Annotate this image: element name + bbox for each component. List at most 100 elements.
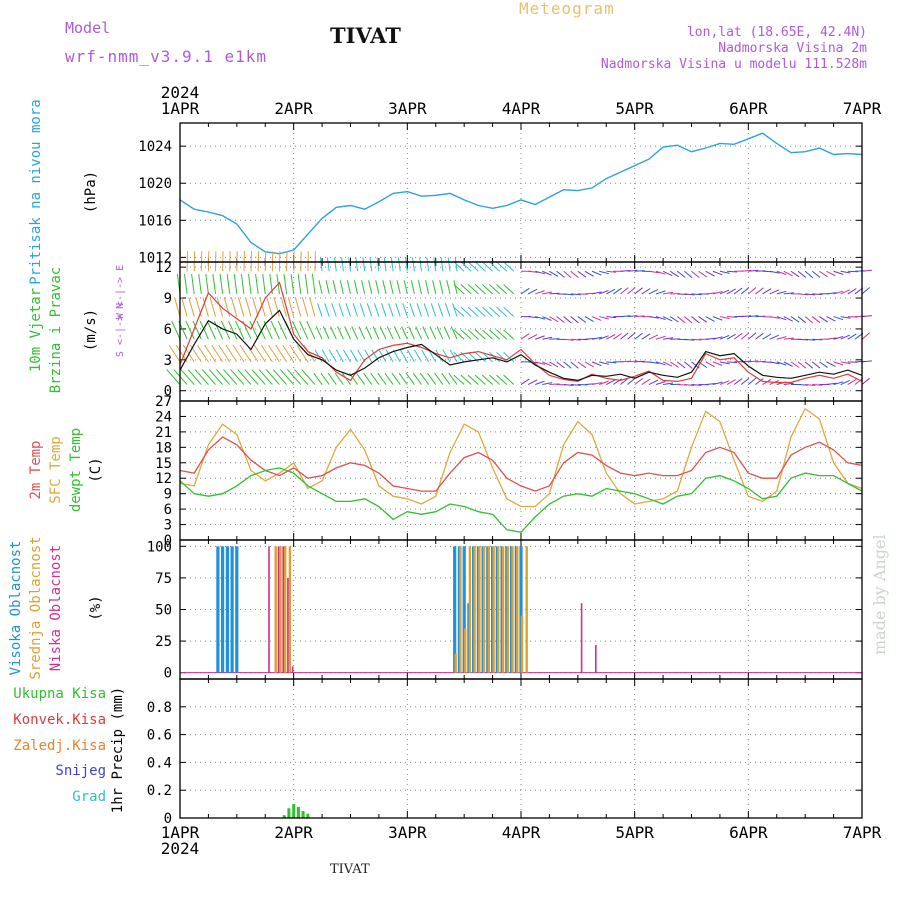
wind-barb xyxy=(435,349,444,363)
wind-barb xyxy=(691,316,700,324)
wind-barb xyxy=(396,280,401,295)
y-tick-label: 1012 xyxy=(138,250,172,266)
wind-barb xyxy=(321,349,330,363)
wind-barb xyxy=(861,287,871,295)
wind-barb xyxy=(662,361,673,367)
x-tick-label-top: 3APR xyxy=(388,99,427,118)
x-tick-label-bottom: 3APR xyxy=(388,823,427,842)
cloud-unit: (%) xyxy=(88,595,104,620)
wind-barb xyxy=(620,360,631,363)
wind-barb xyxy=(740,332,750,340)
wind-barb xyxy=(434,372,444,385)
wind-barb xyxy=(542,336,553,340)
wind-barb xyxy=(213,320,224,340)
cloud-bar xyxy=(288,546,292,673)
wind-barb xyxy=(840,289,851,295)
wind-barb xyxy=(662,270,673,277)
wind-barb xyxy=(620,377,629,385)
wind-barb xyxy=(726,333,736,340)
wind-barb xyxy=(634,332,643,340)
wind-barb xyxy=(496,329,508,340)
wind-barb xyxy=(726,316,738,318)
wind-barb xyxy=(244,369,259,385)
pressure-line xyxy=(179,132,863,255)
wind-barb xyxy=(641,378,651,385)
wind-barb xyxy=(277,320,288,340)
wind-barb xyxy=(489,329,501,340)
wind-barb xyxy=(318,280,323,295)
wind-barb xyxy=(259,297,266,317)
cloud-bar xyxy=(225,546,229,673)
wind-barb xyxy=(218,344,231,363)
wind-barb xyxy=(748,360,759,363)
wind-barb xyxy=(535,316,546,320)
wind-barb xyxy=(371,349,380,363)
mid-cloud-label: Srednja Oblacnost xyxy=(28,536,44,679)
wind-barb xyxy=(691,293,702,296)
total-precip-label: Ukupna Kisa xyxy=(13,686,106,702)
cloud-bar xyxy=(221,546,225,673)
wind-barb xyxy=(826,337,837,340)
wind-barb xyxy=(474,306,486,317)
wind-barb xyxy=(584,316,594,323)
wind-barb xyxy=(446,280,451,295)
wind-barb xyxy=(187,369,202,385)
wind-barb xyxy=(719,361,730,365)
x-tick-label-bottom: 1APR xyxy=(161,823,200,842)
wind-barb xyxy=(401,326,408,340)
temp-unit: (C) xyxy=(88,457,104,482)
x-tick-label-bottom: 4APR xyxy=(502,823,541,842)
wind-barb xyxy=(233,274,238,294)
panel-frame xyxy=(179,678,863,819)
wind-barb xyxy=(819,270,828,278)
wind-barb xyxy=(634,378,643,385)
wind-barb xyxy=(352,303,359,317)
wind-barb xyxy=(192,320,202,340)
cloud-bar xyxy=(277,546,280,673)
x-tick-label-top: 6APR xyxy=(729,99,768,118)
wind-barb xyxy=(705,337,716,340)
wind-barb xyxy=(297,274,302,294)
wind-barb xyxy=(441,372,451,385)
wind-barb xyxy=(819,361,828,368)
wind-barb xyxy=(811,270,821,278)
wind-barb xyxy=(443,326,451,340)
wind-barb xyxy=(591,291,602,295)
wind-barb xyxy=(235,320,245,340)
wind-barb xyxy=(391,372,401,385)
wind-barb xyxy=(826,292,837,295)
wind-barb xyxy=(181,297,188,317)
wind-barb xyxy=(453,306,465,317)
wind-barb xyxy=(535,290,545,295)
wind-barb xyxy=(598,290,609,295)
wind-barb xyxy=(248,274,252,294)
wind-barb xyxy=(245,297,252,317)
wind-barb xyxy=(306,320,316,340)
product-title: Meteogram xyxy=(519,0,615,18)
cloud-bar xyxy=(284,546,287,673)
cloud-bar xyxy=(511,546,514,673)
wind-barb xyxy=(748,377,757,385)
wind-barb xyxy=(328,349,337,363)
wind-barb xyxy=(252,297,259,317)
wind-barb xyxy=(211,344,224,363)
wind-barb xyxy=(194,369,209,385)
wind-barb xyxy=(805,338,816,341)
wind-unit: (m/s) xyxy=(83,309,99,351)
cloud-bar xyxy=(519,546,523,673)
wind-barb xyxy=(481,261,493,272)
wind-barb xyxy=(712,291,723,295)
wind-barb xyxy=(273,297,280,317)
cloud-bar xyxy=(487,546,490,673)
pressure-label: Pritisak na nivou mora xyxy=(28,99,44,284)
wind-barb xyxy=(776,361,787,366)
wind-barb xyxy=(474,352,486,363)
wind-barb xyxy=(381,303,387,317)
wind-barb xyxy=(383,257,387,272)
wind-barb xyxy=(627,287,636,295)
wind-barb xyxy=(201,369,216,385)
wind-barb xyxy=(599,270,609,275)
wind-barb xyxy=(265,369,280,385)
wind-barb xyxy=(570,270,579,278)
dewpoint-line xyxy=(179,467,863,534)
